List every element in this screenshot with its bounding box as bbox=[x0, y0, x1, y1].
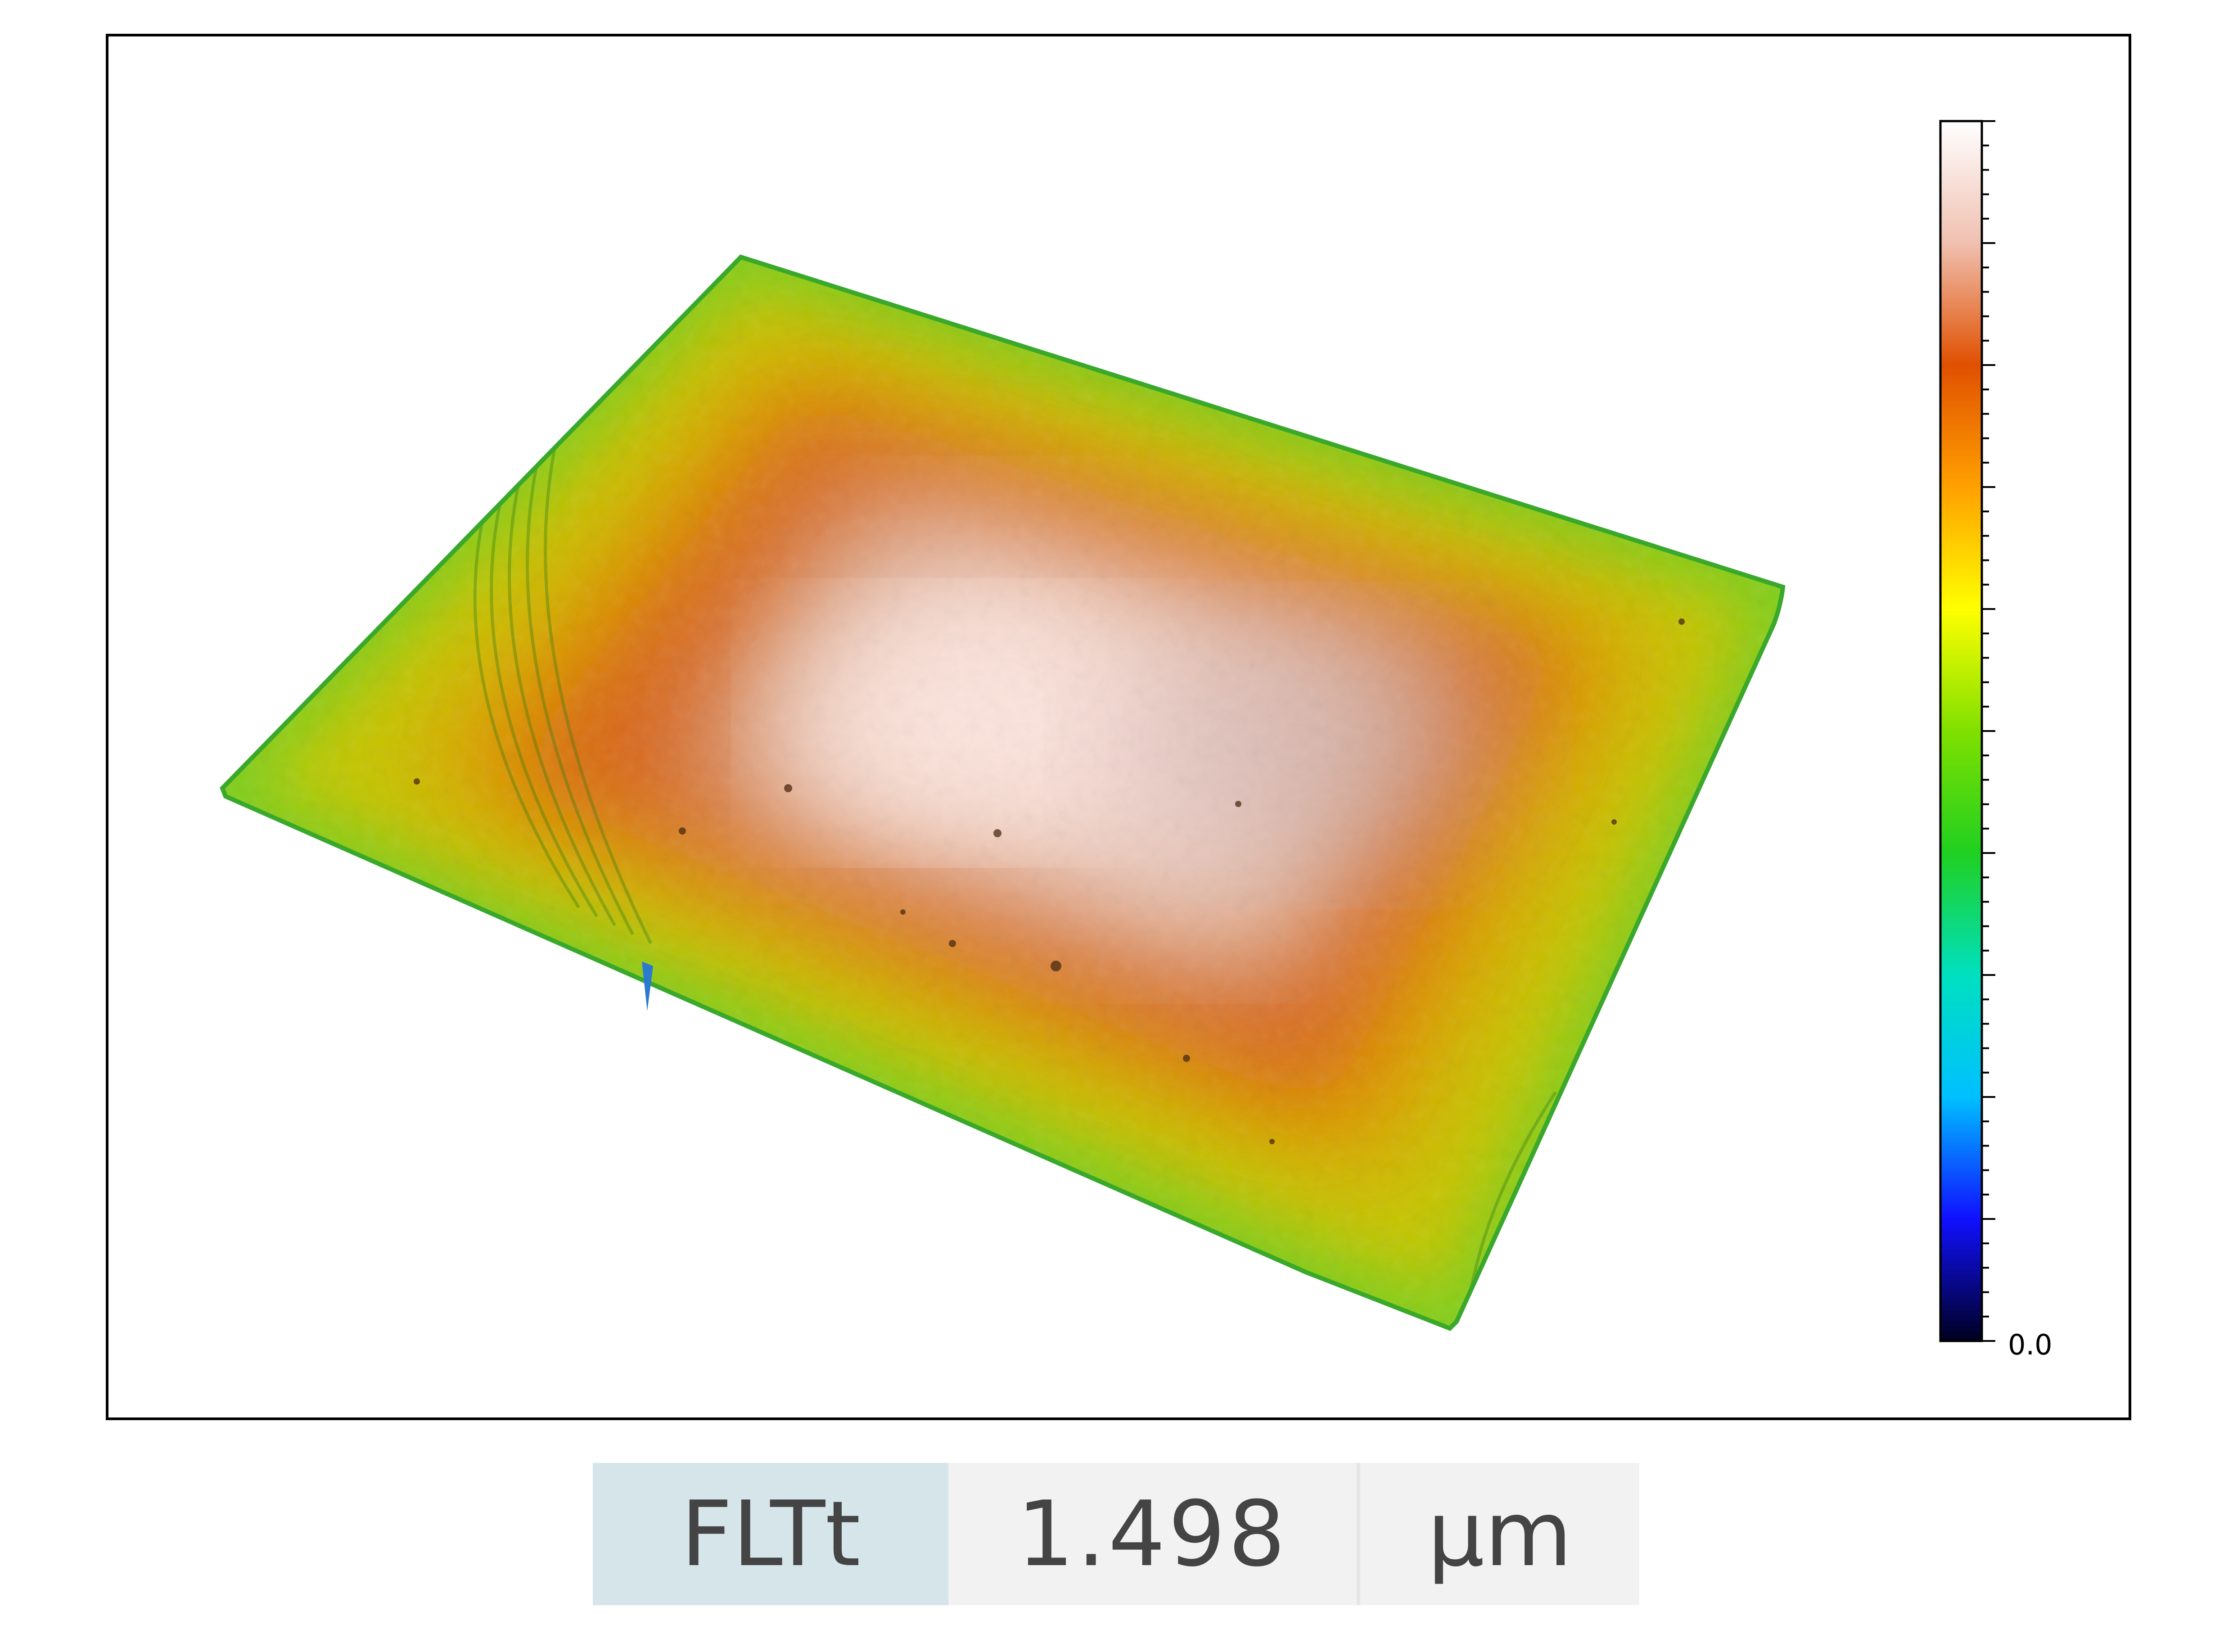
parameter-name: FLTt bbox=[593, 1463, 948, 1605]
colorbar-min-label: 0.0 bbox=[2008, 1328, 2053, 1361]
parameter-value: 1.498 bbox=[948, 1463, 1360, 1605]
result-table: FLTt 1.498 µm bbox=[593, 1463, 1639, 1605]
parameter-unit: µm bbox=[1360, 1463, 1639, 1605]
colorbar bbox=[108, 36, 2129, 1417]
plot-frame: 0.0 bbox=[106, 34, 2131, 1420]
colorbar-gradient bbox=[1940, 121, 1982, 1341]
